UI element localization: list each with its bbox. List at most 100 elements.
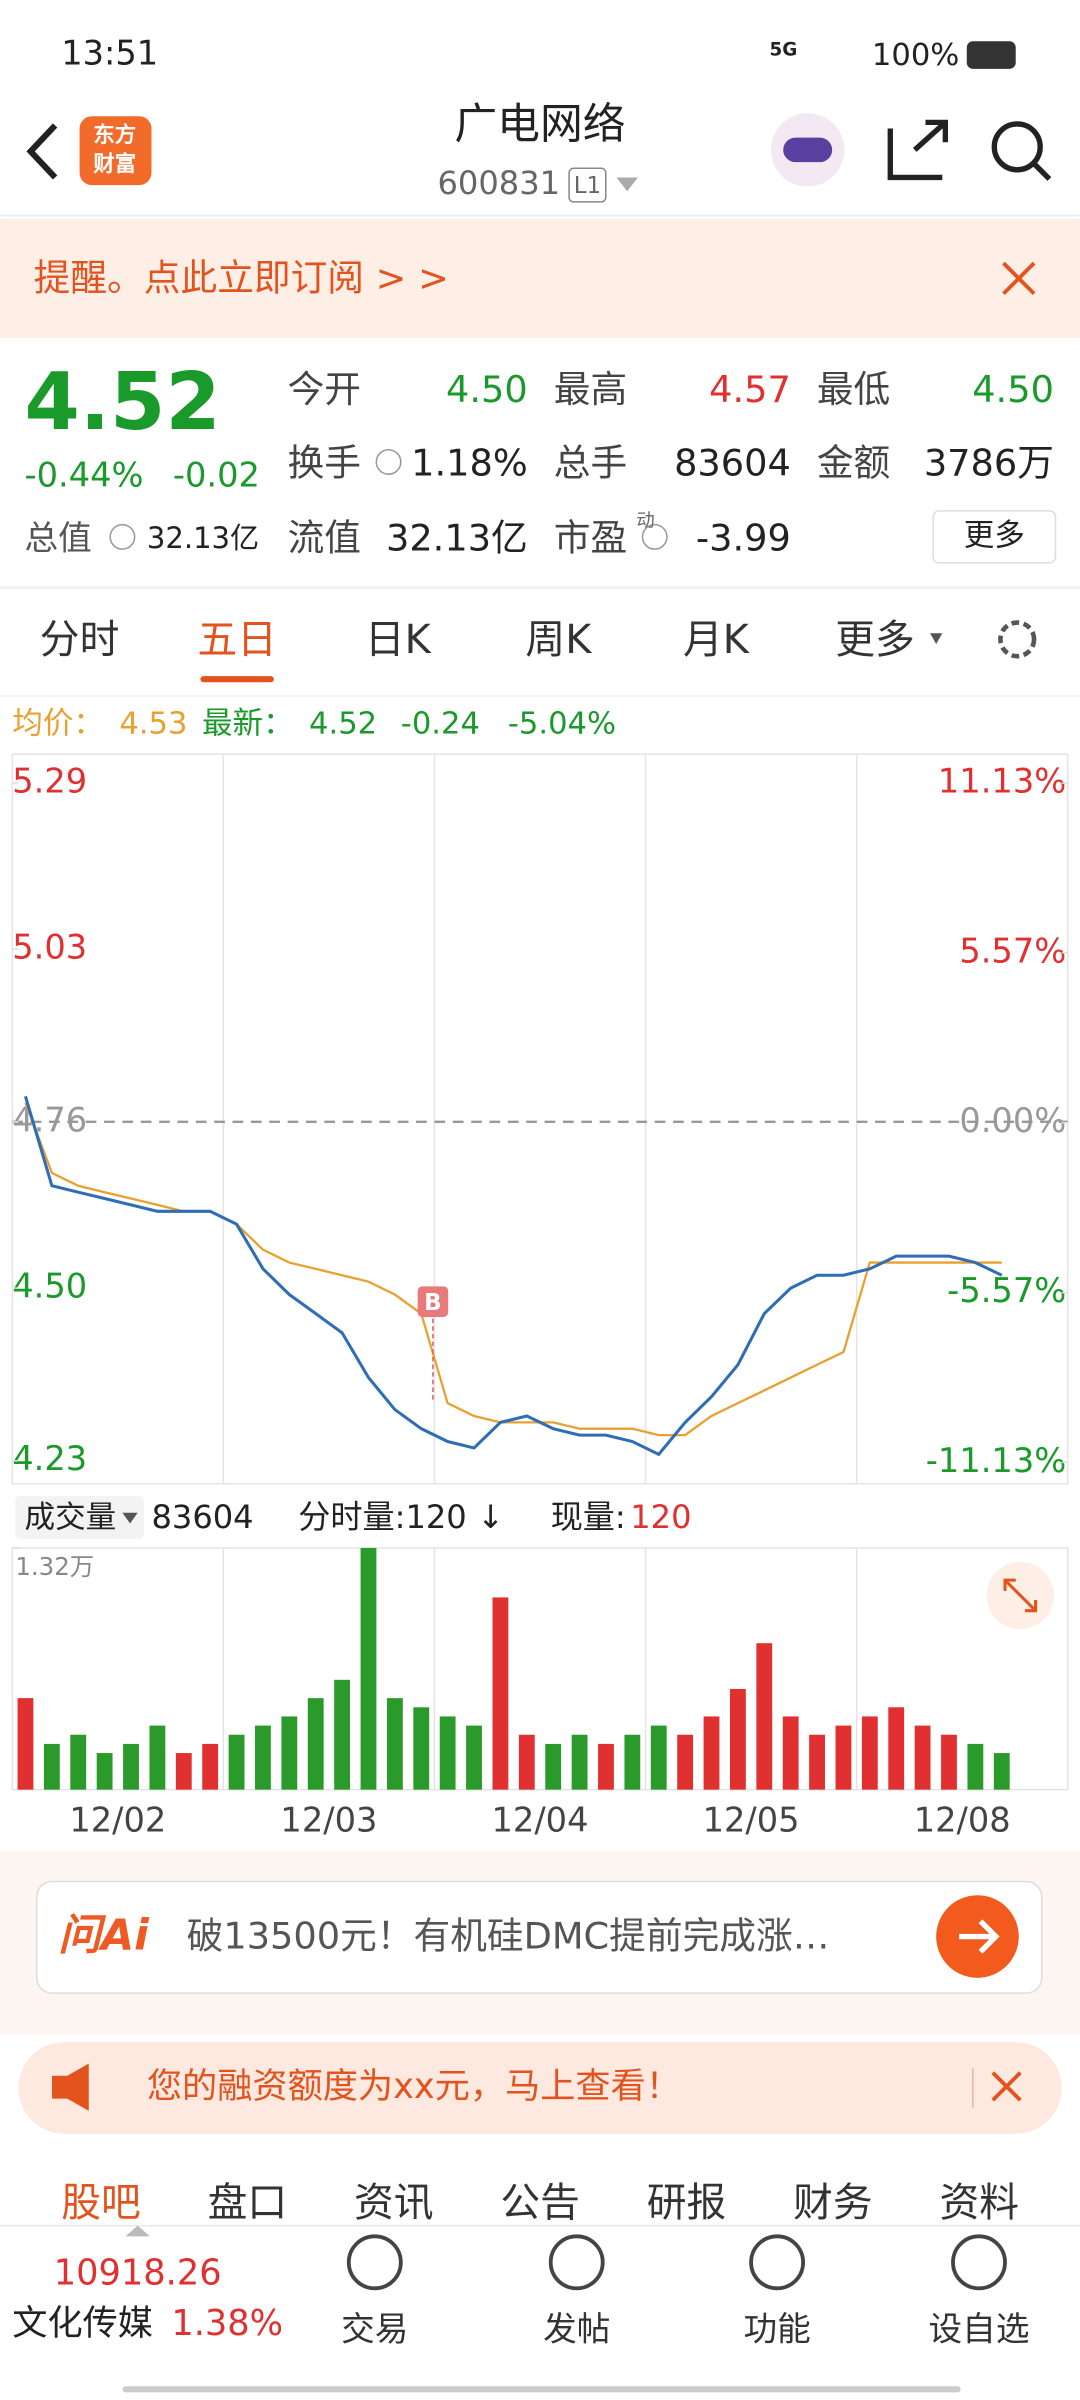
volume-bar — [624, 1734, 641, 1790]
tab[interactable]: 五日 — [197, 617, 277, 663]
volume-bar — [888, 1707, 905, 1790]
nav-item[interactable]: 设自选 — [929, 2310, 1030, 2349]
volume-bar — [914, 1725, 931, 1790]
tick-volume-arrow: ↓ — [477, 1498, 504, 1536]
notice[interactable] — [18, 2042, 1062, 2134]
battery-icon — [966, 41, 1016, 69]
level-box — [568, 167, 607, 203]
field-value: 1.18% — [411, 442, 528, 485]
volume-bar — [43, 1743, 60, 1790]
stock-level: L1 — [574, 173, 601, 199]
tab-underline — [200, 676, 274, 683]
tick-volume: 分时量:120 — [298, 1498, 466, 1536]
divider — [0, 585, 1080, 589]
avg-label: 均价： — [12, 707, 104, 742]
back-button[interactable] — [26, 123, 58, 180]
bottom-tab[interactable]: 盘口 — [208, 2180, 288, 2226]
field-label: 市盈 — [554, 516, 627, 559]
nav-item[interactable]: 发帖 — [543, 2310, 610, 2349]
y2-tick-label: -5.57% — [947, 1271, 1066, 1310]
nav-icon[interactable] — [951, 2234, 1007, 2291]
ai-bar[interactable] — [35, 1880, 1043, 1994]
volume-bar — [967, 1743, 984, 1790]
nav-icon[interactable] — [346, 2234, 403, 2291]
volume-bar — [123, 1743, 139, 1790]
volume-bar — [255, 1725, 271, 1790]
banner-close[interactable] — [1002, 261, 1036, 296]
volume-bar — [202, 1743, 219, 1790]
logo — [79, 116, 152, 186]
volume-bar — [17, 1698, 34, 1790]
index-name[interactable]: 文化传媒 — [12, 2303, 153, 2344]
bottom-tab[interactable]: 财务 — [793, 2180, 873, 2226]
x-tick-label: 12/04 — [492, 1800, 589, 1839]
notice-text[interactable]: 您的融资额度为xx元，马上查看！ — [147, 2066, 681, 2107]
more-button[interactable] — [932, 510, 1057, 564]
pe-tag: 动 — [636, 511, 654, 532]
volume-bar — [941, 1734, 957, 1790]
info-icon — [375, 448, 402, 475]
tab[interactable]: 周K — [525, 617, 592, 663]
share-button[interactable] — [887, 119, 949, 181]
notice-close[interactable] — [991, 2071, 1022, 2102]
volume-bar — [518, 1734, 535, 1790]
banner[interactable] — [0, 218, 1080, 339]
volume-bar — [70, 1734, 87, 1790]
y2-tick-label: 11.13% — [938, 762, 1066, 801]
field-label: 换手 — [288, 442, 361, 485]
latest-value: 4.52 — [309, 707, 377, 742]
y2-tick-label: 5.57% — [959, 931, 1066, 970]
volume-bar — [149, 1725, 166, 1790]
nav-icon[interactable] — [548, 2234, 605, 2291]
banner-text[interactable]: 提醒。点此立即订阅 > > — [34, 256, 449, 299]
field-label: 流值 — [288, 516, 361, 559]
ai-arrow — [959, 1919, 1000, 1954]
bottom-nav — [0, 2225, 1080, 2400]
bottom-tab[interactable]: 研报 — [647, 2180, 727, 2226]
volume-bar — [835, 1725, 852, 1790]
volume-label[interactable]: 成交量 — [25, 1500, 117, 1535]
volume-select[interactable] — [15, 1495, 144, 1539]
ai-text[interactable]: 破13500元！有机硅DMC提前完成涨… — [187, 1915, 830, 1958]
stock-code: 600831 — [438, 164, 561, 202]
tab[interactable]: 分时 — [40, 617, 120, 663]
nav-icon[interactable] — [749, 2234, 806, 2291]
search-button[interactable] — [991, 121, 1043, 173]
settings[interactable] — [998, 620, 1037, 659]
change: -0.02 — [173, 456, 260, 495]
info-icon — [109, 523, 136, 550]
y-tick-label: 4.76 — [12, 1100, 87, 1139]
total-value: 32.13亿 — [147, 521, 259, 555]
avg-value: 4.53 — [119, 707, 187, 742]
x-tick-label: 12/02 — [69, 1800, 166, 1839]
nav-item[interactable]: 交易 — [341, 2310, 408, 2349]
dropdown[interactable] — [616, 177, 638, 192]
volume-bar — [334, 1679, 351, 1790]
bottom-tab[interactable]: 资讯 — [354, 2180, 434, 2226]
bottom-tab[interactable]: 公告 — [500, 2180, 580, 2226]
field-value: 3786万 — [924, 442, 1054, 485]
index-change[interactable]: 1.38% — [171, 2303, 283, 2344]
bottom-tab[interactable]: 资料 — [940, 2180, 1020, 2226]
volume-bar — [96, 1753, 113, 1790]
home-indicator — [122, 2386, 961, 2393]
tab[interactable]: 月K — [683, 617, 750, 663]
assistant-face — [783, 137, 833, 163]
more-text[interactable]: 更多 — [964, 518, 1025, 553]
buy-marker — [417, 1286, 449, 1318]
y2-tick-label: 0.00% — [959, 1101, 1066, 1140]
field-value: -3.99 — [696, 516, 791, 559]
tab[interactable]: 日K — [365, 617, 432, 663]
bottom-tab[interactable]: 股吧 — [61, 2180, 141, 2226]
index-value[interactable]: 10918.26 — [54, 2253, 222, 2294]
buy-marker-text: B — [424, 1290, 441, 1316]
nav-pointer — [125, 2225, 150, 2237]
nav-item[interactable]: 功能 — [743, 2310, 810, 2349]
current-volume-label: 现量: — [551, 1498, 626, 1536]
volume-tick-label: 1.32万 — [15, 1552, 94, 1581]
field-label: 最高 — [554, 368, 627, 411]
price: 4.52 — [25, 355, 221, 448]
expand-icon — [1003, 1578, 1038, 1613]
tab[interactable]: 更多 — [835, 617, 915, 663]
